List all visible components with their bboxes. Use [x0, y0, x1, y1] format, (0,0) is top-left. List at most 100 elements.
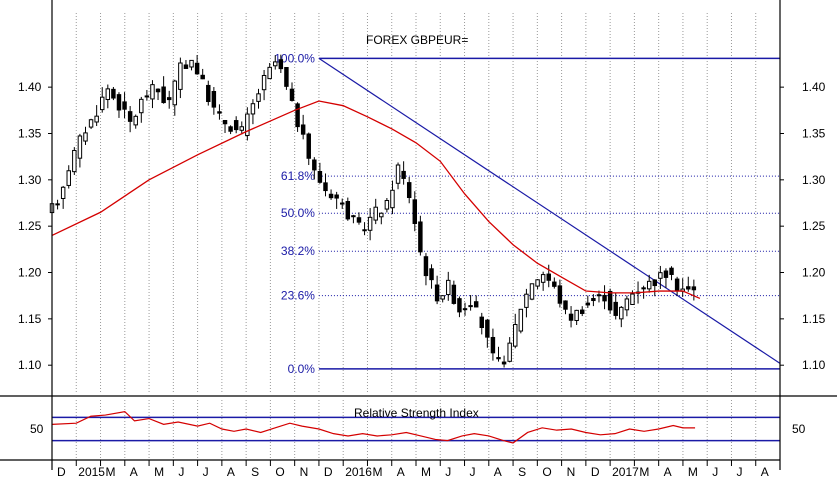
candle-body [395, 164, 401, 184]
candle-body [658, 272, 663, 279]
candle-body [178, 62, 183, 90]
candle-body [83, 132, 88, 142]
candle-body [289, 88, 295, 101]
candle-body [630, 293, 635, 305]
candle-body [401, 170, 406, 179]
candle-body [300, 124, 306, 135]
time-tick-label: S [251, 465, 259, 479]
time-tick-label: A [397, 465, 405, 479]
candle-body [139, 98, 144, 114]
candle-body [144, 95, 150, 98]
candle-body [641, 287, 646, 290]
month-gridlines [51, 13, 781, 458]
candle-body [412, 199, 418, 224]
price-tick-label: 1.40 [18, 80, 42, 94]
time-tick-label: J [445, 465, 451, 479]
rsi-line [51, 410, 696, 444]
candle-body [691, 286, 697, 291]
candle-body [116, 94, 122, 111]
candle-body [652, 279, 658, 287]
candle-body [674, 278, 680, 292]
candle-body [233, 120, 239, 131]
time-tick-label: A [494, 465, 502, 479]
price-tick-label: 1.10 [18, 358, 42, 372]
candle-body [328, 193, 334, 199]
price-tick-label-right: 1.25 [802, 219, 826, 233]
candle-body [267, 66, 272, 80]
candle-body [351, 215, 356, 218]
fib-level-label: 23.6% [281, 289, 315, 303]
candle-body [579, 309, 585, 314]
candle-body [568, 313, 574, 321]
candle-body [273, 61, 278, 67]
price-tick-label: 1.25 [18, 219, 42, 233]
candle-body [133, 115, 138, 126]
candle-body [367, 216, 373, 231]
fib-level-label: 50.0% [281, 206, 315, 220]
time-tick-label: 2015 [78, 465, 105, 479]
time-tick-label: N [300, 465, 309, 479]
candle-body [513, 324, 518, 347]
candle-body [518, 308, 524, 332]
candle-body [100, 96, 105, 111]
candle-body [646, 280, 652, 290]
candle-body [166, 97, 172, 101]
candle-body [77, 135, 83, 159]
candle-body [468, 305, 473, 308]
time-tick-label: 2016 [345, 465, 372, 479]
candle-body [200, 74, 205, 80]
candle-body [334, 194, 339, 199]
candle-body [55, 203, 60, 206]
time-tick-label: J [178, 465, 184, 479]
time-tick-label: D [57, 465, 66, 479]
price-tick-label: 1.35 [18, 126, 42, 140]
time-tick-label: M [639, 465, 649, 479]
candlestick-series [49, 54, 697, 368]
candle-body [284, 67, 289, 87]
candle-body [490, 336, 496, 354]
rsi-tick-label: 50 [792, 422, 806, 436]
candle-body [356, 217, 362, 223]
candle-body [161, 86, 166, 104]
time-tick-label: A [130, 465, 138, 479]
price-tick-label-right: 1.30 [802, 173, 826, 187]
fibonacci-levels: 100.0% 61.8% 50.0% 38.2% 23.6% 0.0% [274, 51, 780, 376]
candle-body [457, 298, 462, 313]
time-tick-label: A [664, 465, 672, 479]
fib-level-label: 0.0% [288, 362, 316, 376]
time-tick-label: M [372, 465, 382, 479]
fib-level-label: 100.0% [274, 51, 315, 65]
candle-body [60, 186, 66, 199]
candle-body [194, 62, 200, 75]
price-tick-label: 1.20 [18, 266, 42, 280]
candle-body [150, 84, 155, 100]
candle-body [105, 88, 111, 101]
candle-body [507, 342, 512, 362]
candle-body [122, 101, 127, 110]
candle-body [496, 357, 501, 360]
time-tick-label: O [542, 465, 551, 479]
candle-body [479, 316, 484, 329]
candle-body [501, 361, 507, 365]
candle-body [446, 279, 451, 296]
time-tick-label: O [275, 465, 284, 479]
time-tick-label: M [421, 465, 431, 479]
candle-body [591, 298, 596, 302]
candle-body [462, 308, 468, 311]
candle-body [250, 103, 256, 115]
time-tick-label: J [203, 465, 209, 479]
time-tick-label: M [106, 465, 116, 479]
trendline-layer [318, 57, 781, 364]
candle-body [602, 294, 607, 302]
candle-body [669, 267, 674, 275]
candle-body [563, 300, 568, 310]
candle-body [295, 103, 300, 128]
time-tick-label: J [712, 465, 718, 479]
candle-body [540, 274, 546, 283]
chart-title: FOREX GBPEUR= [366, 33, 468, 47]
time-tick-label: S [518, 465, 526, 479]
candle-body [345, 201, 351, 220]
candle-body [613, 301, 618, 316]
candle-body [451, 284, 457, 304]
